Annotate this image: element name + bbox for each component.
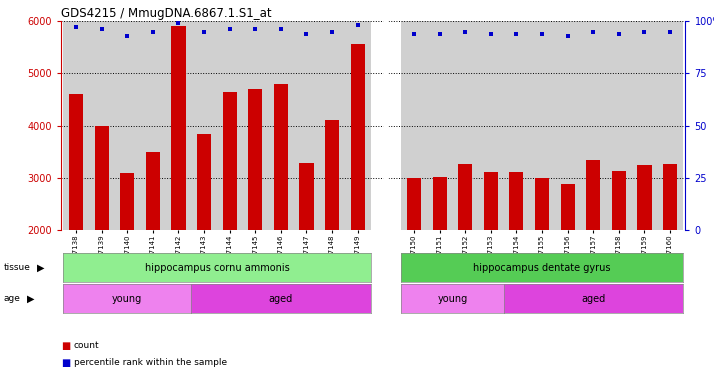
Bar xyxy=(586,160,600,230)
Bar xyxy=(248,89,262,230)
Text: ▶: ▶ xyxy=(37,263,45,273)
Bar xyxy=(64,21,89,230)
Text: hippocampus cornu ammonis: hippocampus cornu ammonis xyxy=(144,263,289,273)
Bar xyxy=(274,84,288,230)
Bar xyxy=(114,21,140,230)
Bar xyxy=(478,21,503,230)
Bar xyxy=(453,21,478,230)
Bar xyxy=(658,21,683,230)
Bar xyxy=(427,21,453,230)
Bar xyxy=(535,178,549,230)
Text: young: young xyxy=(437,293,468,304)
Bar xyxy=(69,94,83,230)
Bar xyxy=(529,21,555,230)
Text: ■: ■ xyxy=(61,341,70,351)
Bar xyxy=(217,21,243,230)
Bar xyxy=(509,172,523,230)
Bar xyxy=(401,21,427,230)
Bar xyxy=(223,92,237,230)
Bar xyxy=(95,126,109,230)
Bar xyxy=(555,21,580,230)
Bar xyxy=(638,165,651,230)
Text: age: age xyxy=(4,294,21,303)
Bar xyxy=(319,21,345,230)
Bar xyxy=(146,152,160,230)
Bar xyxy=(503,21,529,230)
Text: GDS4215 / MmugDNA.6867.1.S1_at: GDS4215 / MmugDNA.6867.1.S1_at xyxy=(61,7,271,20)
Bar xyxy=(325,120,339,230)
Bar xyxy=(243,21,268,230)
Bar xyxy=(268,21,293,230)
Text: hippocampus dentate gyrus: hippocampus dentate gyrus xyxy=(473,263,610,273)
Bar xyxy=(433,177,447,230)
Text: ■: ■ xyxy=(61,358,70,368)
Bar xyxy=(484,172,498,230)
Bar xyxy=(293,21,319,230)
Bar xyxy=(606,21,632,230)
Bar xyxy=(89,21,114,230)
Text: aged: aged xyxy=(581,293,605,304)
Bar xyxy=(197,134,211,230)
Bar xyxy=(407,177,421,230)
Bar xyxy=(351,44,365,230)
Text: percentile rank within the sample: percentile rank within the sample xyxy=(74,358,226,367)
Text: young: young xyxy=(112,293,142,304)
Bar xyxy=(560,184,575,230)
Text: tissue: tissue xyxy=(4,263,31,272)
Bar xyxy=(166,21,191,230)
Bar xyxy=(191,21,217,230)
Bar xyxy=(458,164,472,230)
Bar xyxy=(663,164,677,230)
Text: count: count xyxy=(74,341,99,350)
Bar xyxy=(612,171,626,230)
Bar xyxy=(120,173,134,230)
Bar xyxy=(299,163,313,230)
Text: ▶: ▶ xyxy=(27,293,35,304)
Bar xyxy=(632,21,658,230)
Bar xyxy=(580,21,606,230)
Bar xyxy=(140,21,166,230)
Text: aged: aged xyxy=(268,293,293,304)
Bar xyxy=(171,26,186,230)
Bar xyxy=(345,21,371,230)
